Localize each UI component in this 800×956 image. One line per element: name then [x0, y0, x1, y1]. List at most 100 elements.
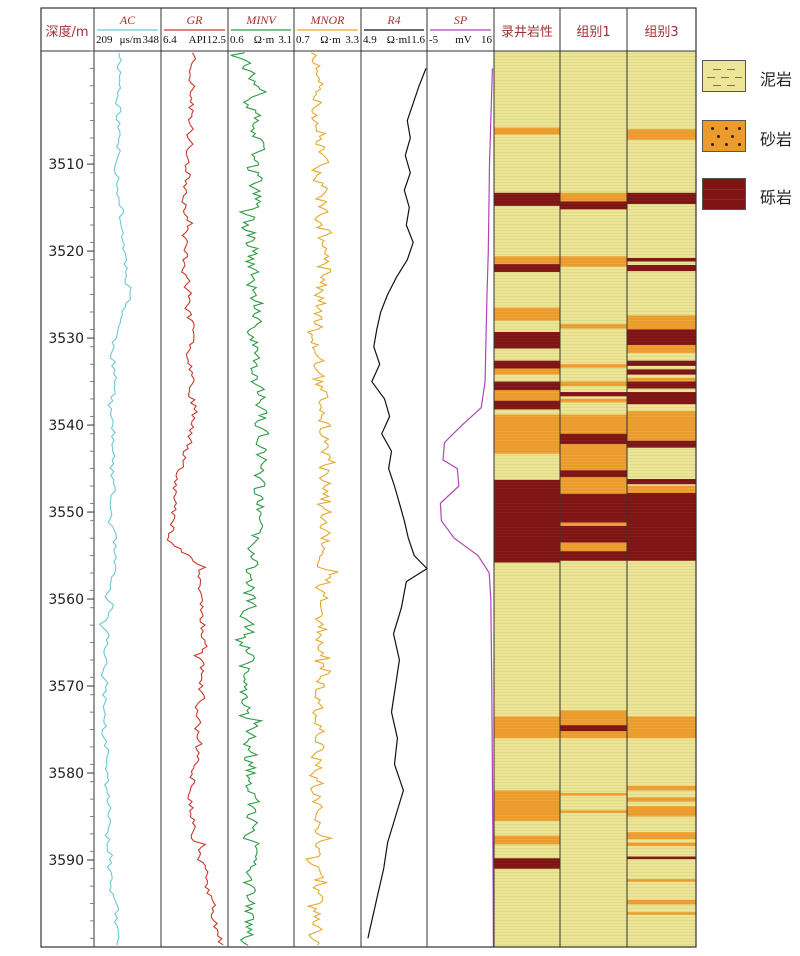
lithology-column-title: 组别1	[576, 25, 610, 40]
sandstone-swatch	[702, 120, 746, 152]
lithology-column-title: 录井岩性	[501, 25, 553, 40]
legend-label-mudstone: 泥岩	[760, 70, 793, 89]
lithology-interval	[627, 192, 696, 205]
curve-scale-unit: μs/m	[120, 34, 142, 46]
curve-scale-unit: mV	[455, 34, 472, 46]
lithology-interval	[560, 522, 627, 526]
lithology-interval	[627, 345, 696, 353]
lithology-interval	[560, 551, 627, 561]
curve-scale-max: 3.1	[278, 34, 292, 46]
lithology-interval	[494, 716, 560, 739]
lithology-interval	[627, 879, 696, 882]
curve-scale-min: -5	[429, 34, 439, 46]
lithology-interval	[627, 264, 696, 272]
lithology-interval	[560, 364, 627, 368]
lithology-interval	[560, 477, 627, 494]
lithology-interval	[627, 806, 696, 817]
lithology-interval	[494, 400, 560, 410]
curve-name-ac: AC	[119, 13, 136, 27]
depth-tick-label: 3510	[48, 157, 84, 173]
lithology-interval	[560, 392, 627, 397]
depth-tick-label: 3570	[48, 679, 84, 695]
lithology-interval	[560, 810, 627, 814]
legend-label-conglomerate: 砾岩	[760, 188, 793, 207]
lithology-interval	[627, 258, 696, 262]
lithology-interval	[627, 797, 696, 802]
curve-r4	[367, 68, 428, 939]
depth-tick-label: 3540	[48, 418, 84, 434]
lithology-interval	[560, 725, 627, 732]
curve-scale-unit: Ω·m	[387, 34, 408, 46]
curve-scale-max: 11.6	[406, 34, 425, 46]
legend-item-sandstone: 砂岩	[700, 120, 800, 154]
chart-frame	[40, 7, 697, 948]
legend: 泥岩 砂岩 砾岩	[700, 60, 800, 220]
lithology-interval	[627, 716, 696, 739]
lithology-interval	[494, 835, 560, 845]
lithology-interval	[560, 201, 627, 210]
lithology-interval	[560, 324, 627, 329]
lithology-interval	[560, 542, 627, 552]
depth-tick-label: 3590	[48, 853, 84, 869]
legend-label-sandstone: 砂岩	[760, 130, 793, 149]
lithology-interval	[494, 331, 560, 349]
lithology-interval	[560, 433, 627, 445]
lithology-interval	[494, 479, 560, 563]
curve-name-gr: GR	[187, 13, 204, 27]
lithology-interval	[627, 786, 696, 791]
lithology-column-title: 组别3	[644, 25, 678, 40]
lithology-interval	[560, 381, 627, 386]
curve-scale-max: 16	[481, 34, 493, 46]
lithology-interval	[627, 381, 696, 389]
lithology-interval	[560, 710, 627, 726]
curve-tracks	[98, 52, 494, 948]
curve-scale-min: 4.9	[363, 34, 377, 46]
lithology-interval	[627, 411, 696, 441]
curve-mnor	[305, 52, 339, 946]
curve-scale-max: 348	[143, 34, 160, 46]
lithology-interval	[627, 856, 696, 860]
curve-gr	[166, 52, 224, 946]
conglomerate-swatch	[702, 178, 746, 210]
curve-scale-min: 0.7	[296, 34, 310, 46]
lithology-interval	[560, 192, 627, 202]
depth-tick-label: 3530	[48, 331, 84, 347]
lithology-interval	[627, 129, 696, 140]
depth-tick-label: 3560	[48, 592, 84, 608]
curve-sp	[439, 68, 494, 948]
lithology-interval	[494, 414, 560, 454]
lithology-interval	[494, 264, 560, 272]
lithology-interval	[494, 127, 560, 135]
lithology-interval	[627, 360, 696, 366]
lithology-interval	[494, 360, 560, 369]
lithology-interval	[627, 392, 696, 405]
curve-name-mnor: MNOR	[310, 13, 346, 27]
lithology-interval	[627, 842, 696, 847]
depth-tick-label: 3580	[48, 766, 84, 782]
curve-scale-unit: Ω·m	[320, 34, 341, 46]
curve-scale-max: 3.3	[345, 34, 359, 46]
curve-scale-min: 209	[96, 34, 113, 46]
lithology-interval	[627, 485, 696, 493]
lithology-interval	[494, 307, 560, 321]
lithology-interval	[560, 256, 627, 267]
mudstone-swatch	[702, 60, 746, 92]
lithology-interval	[627, 440, 696, 448]
curve-scale-max: 12.5	[207, 34, 227, 46]
lithology-interval	[494, 790, 560, 821]
curve-name-r4: R4	[386, 13, 400, 27]
curve-minv	[230, 52, 270, 946]
depth-axis: 3510 3520 3530 3540 3550 3560 3570 3580 3590	[48, 50, 94, 939]
lithology-interval	[627, 492, 696, 561]
lithology-interval	[494, 390, 560, 401]
lithology-interval	[627, 832, 696, 840]
lithology-interval	[627, 912, 696, 915]
curve-scale-unit: API	[189, 34, 207, 46]
lithology-interval	[627, 329, 696, 346]
lithology-interval	[560, 731, 627, 739]
curve-scale-min: 6.4	[163, 34, 177, 46]
depth-tick-label: 3550	[48, 505, 84, 521]
curve-name-sp: SP	[454, 13, 468, 27]
lithology-interval	[627, 315, 696, 330]
